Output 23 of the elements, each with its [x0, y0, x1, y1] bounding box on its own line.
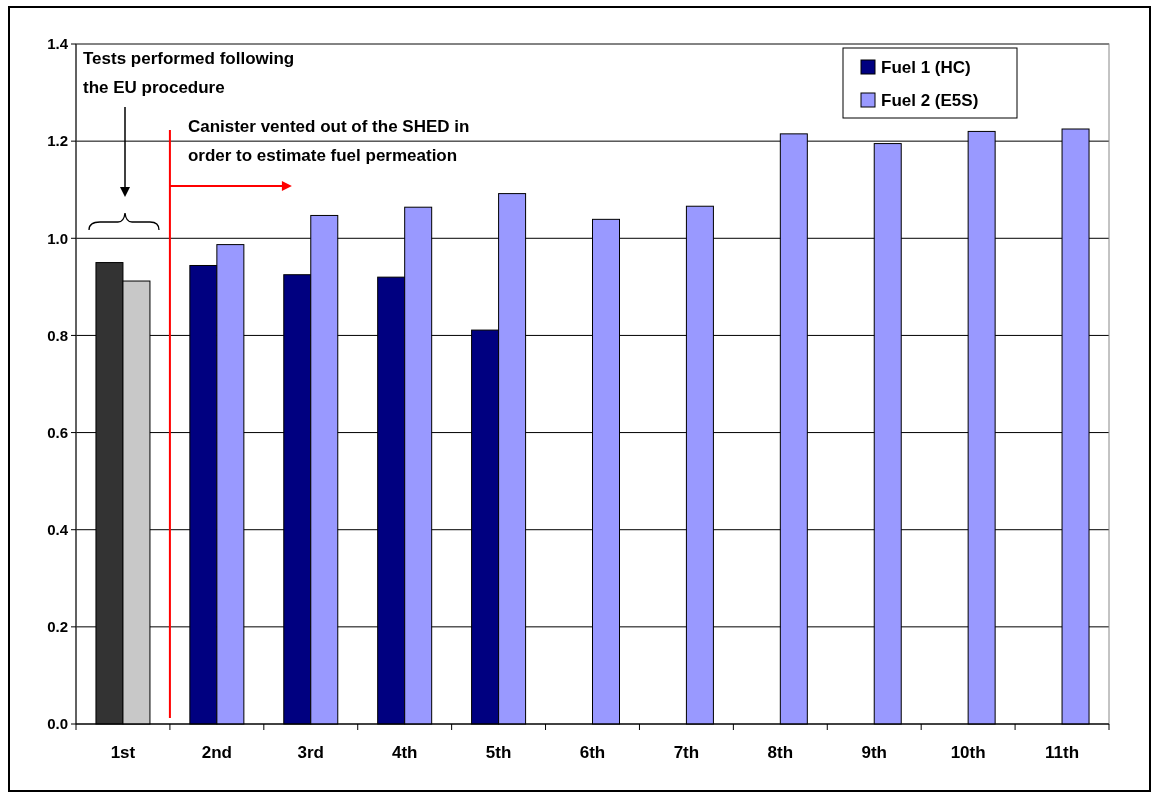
y-tick-label: 1.2	[47, 132, 68, 150]
x-tick-label: 3rd	[297, 743, 325, 762]
x-tick-label: 4th	[391, 743, 418, 762]
y-tick-label: 0.2	[47, 618, 68, 636]
x-tick-label: 10th	[950, 743, 986, 762]
x-tick-label: 1st	[110, 743, 136, 762]
y-tick-label: 0.6	[47, 423, 68, 441]
legend-label: Fuel 2 (E5S)	[881, 90, 979, 110]
annotation: Canister vented out of the SHED in order to estimate fuel permeation	[187, 117, 470, 165]
x-tick-label: 7th	[673, 743, 700, 762]
y-tick-label: 0.8	[47, 326, 68, 344]
annotation: Tests performed following the EU procedure	[83, 49, 295, 97]
x-tick-label: 11th	[1045, 743, 1080, 762]
x-tick-label: 9th	[861, 743, 887, 762]
x-tick-label: 6th	[579, 743, 606, 762]
y-tick-label: 1.4	[47, 35, 69, 53]
legend-label: Fuel 1 (HC)	[881, 57, 971, 77]
y-tick-label: 0.4	[47, 520, 69, 538]
x-tick-label: 2nd	[201, 743, 232, 762]
x-tick-label: 5th	[485, 743, 512, 762]
x-tick-label: 8th	[767, 743, 794, 762]
y-tick-label: 0.0	[47, 715, 68, 733]
y-tick-label: 1.0	[47, 229, 68, 247]
